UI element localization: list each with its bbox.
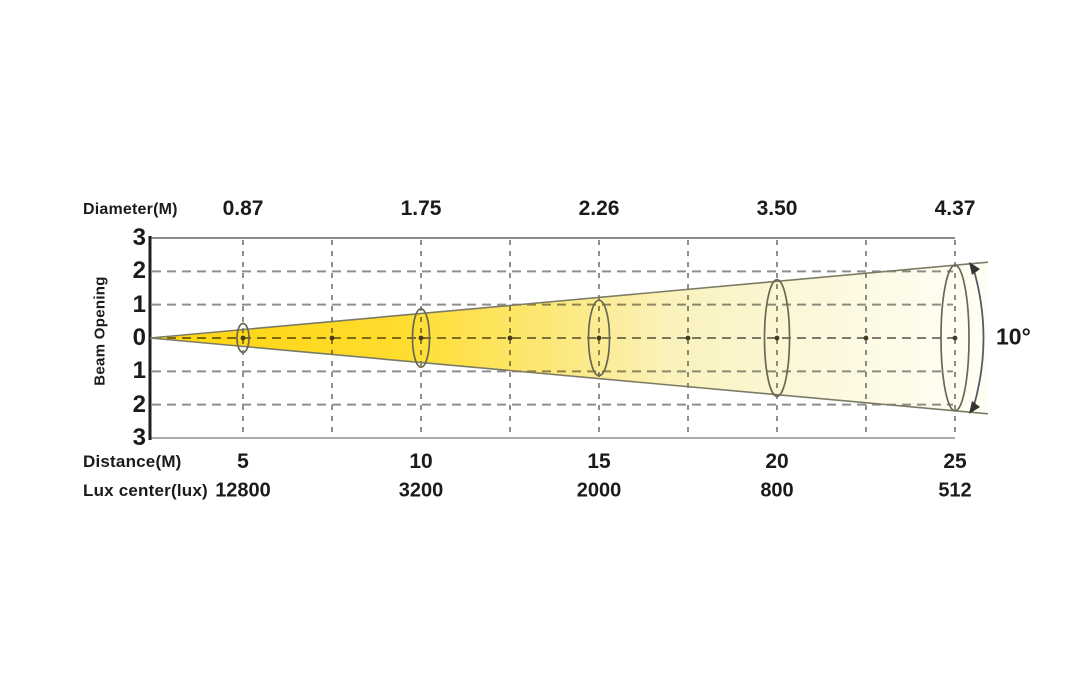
diameter-row-label: Diameter(M) (83, 201, 178, 218)
lux-row-label: Lux center(lux) (83, 481, 208, 500)
centerline-dot (952, 335, 958, 341)
beam-lower-edge (149, 337, 989, 415)
beam-spot-ellipse (411, 307, 431, 369)
arc-arrow-up (969, 262, 980, 275)
centerline-dot (774, 335, 780, 341)
distance-row-label: Distance(M) (83, 452, 182, 471)
beam-spot-ellipse (236, 322, 250, 354)
grid-lines (152, 240, 962, 436)
beam-angle-arc (972, 266, 985, 410)
beam-spot-ellipse (940, 264, 970, 412)
beam-angle-label: 10° (996, 323, 1031, 350)
beam-spot-ellipse (763, 278, 791, 398)
centerline-dot (329, 335, 335, 341)
centerline-dot (863, 335, 869, 341)
centerline-dot (685, 335, 691, 341)
centerline-dot (507, 335, 513, 341)
centerline-dot (240, 335, 246, 341)
beam-upper-edge (149, 261, 989, 339)
centerline-dot (418, 335, 424, 341)
y-axis-title: Beam Opening (91, 276, 109, 386)
beam-cone (150, 262, 988, 414)
arc-arrow-down (969, 401, 980, 414)
centerline-dot (596, 335, 602, 341)
beam-spot-ellipse (587, 299, 611, 377)
